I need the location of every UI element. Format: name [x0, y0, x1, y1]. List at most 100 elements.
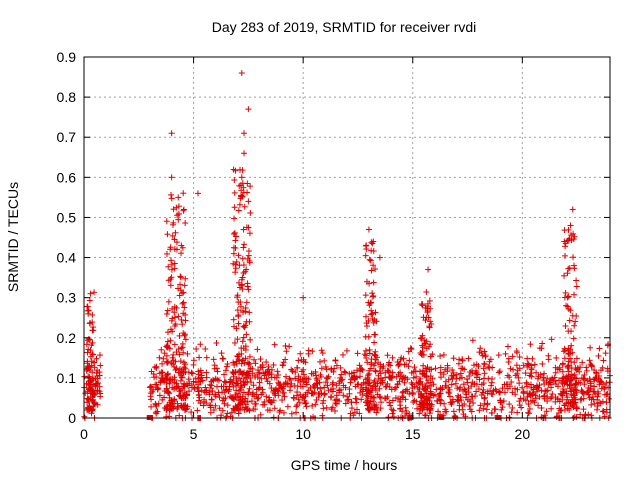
data-point: [563, 302, 570, 309]
data-point: [152, 409, 159, 416]
data-point: [207, 404, 214, 411]
data-point: [387, 402, 394, 409]
data-point: [167, 326, 174, 333]
data-point: [176, 351, 183, 358]
data-point: [464, 396, 471, 403]
data-point: [495, 352, 502, 359]
data-point: [461, 386, 468, 393]
data-point: [419, 400, 426, 407]
data-point: [167, 244, 174, 251]
data-point: [488, 409, 495, 416]
data-point: [228, 409, 235, 416]
data-point: [419, 342, 426, 349]
data-point: [365, 317, 372, 324]
data-point: [84, 349, 91, 356]
data-point: [239, 180, 246, 187]
data-point: [364, 397, 371, 404]
data-point: [156, 370, 163, 377]
data-point: [86, 320, 93, 327]
data-point: [271, 405, 278, 412]
data-point: [485, 363, 492, 370]
data-point: [376, 254, 383, 261]
data-point: [168, 257, 175, 264]
data-point: [389, 397, 396, 404]
data-point: [385, 368, 392, 375]
y-tick-label: 0.2: [57, 330, 77, 346]
data-point: [365, 333, 372, 340]
data-point: [528, 366, 535, 373]
y-tick-label: 0.1: [57, 370, 77, 386]
data-point: [567, 222, 574, 229]
data-point: [524, 360, 531, 367]
data-point: [566, 406, 573, 413]
data-point: [481, 360, 488, 367]
data-point: [94, 367, 101, 374]
data-point: [369, 290, 376, 297]
data-point: [163, 352, 170, 359]
data-point: [234, 307, 241, 314]
data-point: [566, 382, 573, 389]
data-point: [231, 339, 238, 346]
data-point: [524, 393, 531, 400]
data-point: [450, 355, 457, 362]
data-point: [579, 388, 586, 395]
data-point: [180, 349, 187, 356]
data-point: [570, 400, 577, 407]
data-point: [233, 387, 240, 394]
data-point: [251, 356, 258, 363]
data-point: [300, 371, 307, 378]
data-point: [232, 237, 239, 244]
data-point: [311, 383, 318, 390]
data-point: [502, 350, 509, 357]
data-point: [453, 371, 460, 378]
data-point: [469, 337, 476, 344]
data-point: [436, 396, 443, 403]
data-point: [562, 289, 569, 296]
data-point: [295, 373, 302, 380]
data-point: [480, 405, 487, 412]
data-point: [480, 386, 487, 393]
data-point: [559, 368, 566, 375]
data-point: [91, 364, 98, 371]
data-point: [594, 406, 601, 413]
data-point: [153, 363, 160, 370]
data-point: [299, 394, 306, 401]
data-point: [365, 226, 372, 233]
data-point: [461, 401, 468, 408]
data-point: [232, 269, 239, 276]
data-point: [312, 368, 319, 375]
data-point: [408, 346, 415, 353]
data-point: [579, 359, 586, 366]
y-tick-label: 0: [68, 410, 76, 426]
data-point: [565, 265, 572, 272]
data-point: [417, 349, 424, 356]
data-point: [308, 390, 315, 397]
data-point: [561, 379, 568, 386]
data-point: [405, 348, 412, 355]
data-point: [400, 388, 407, 395]
data-point: [473, 381, 480, 388]
data-point: [245, 198, 252, 205]
data-point: [480, 365, 487, 372]
data-point: [416, 379, 423, 386]
data-point: [603, 379, 610, 386]
data-point: [159, 369, 166, 376]
data-point: [566, 355, 573, 362]
data-point: [472, 367, 479, 374]
data-point: [363, 246, 370, 253]
data-point: [458, 397, 465, 404]
data-point: [489, 375, 496, 382]
data-point: [85, 310, 92, 317]
y-axis-ticks: 0 0.1 0.2 0.3 0.4 0.5 0.6 0.7 0.8 0.9: [57, 49, 610, 426]
data-point: [276, 409, 283, 416]
data-point: [371, 394, 378, 401]
data-point: [196, 354, 203, 361]
data-point: [518, 404, 525, 411]
data-point: [573, 414, 580, 421]
data-point: [201, 398, 208, 405]
data-point: [169, 232, 176, 239]
data-point: [317, 385, 324, 392]
data-point: [214, 368, 221, 375]
data-point: [488, 391, 495, 398]
data-point: [437, 400, 444, 407]
